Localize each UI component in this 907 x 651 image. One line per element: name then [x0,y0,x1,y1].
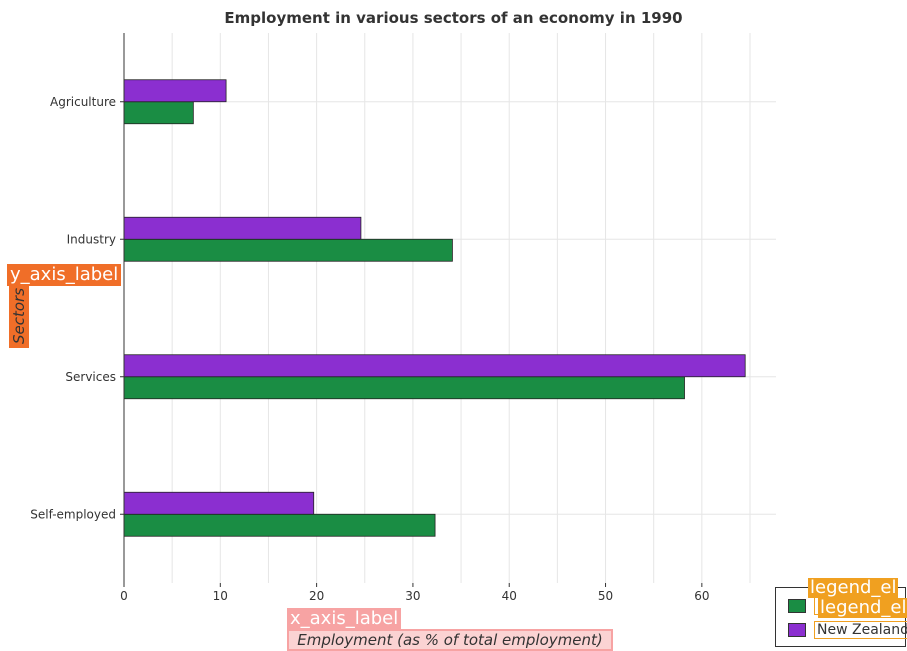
bar-services-series-1 [123,376,685,400]
x-tick-label: 50 [598,589,613,603]
bar-self-employed-series-2 [123,491,315,515]
axes [120,33,703,587]
bar-agriculture-series-1 [123,101,194,125]
y-axis-title: Sectors [10,287,28,345]
chart-title: Employment in various sectors of an econ… [224,9,683,27]
x-tick-label: 30 [405,589,420,603]
axis-labels: 0 10 20 30 40 50 60 Agriculture Industry Services… [30,95,709,603]
legend-swatch-series-1 [788,599,806,613]
y-tick-label: Self-employed [30,507,116,521]
y-tick-label: Industry [67,232,116,246]
y-axis-tag: y_axis_label [7,264,122,286]
y-tick-label: Services [65,370,116,384]
y-tick-label: Agriculture [50,95,116,109]
x-tick-label: 10 [213,589,228,603]
bar-agriculture-series-2 [123,79,227,103]
x-tick-label: 40 [502,589,517,603]
y-axis-title-box: Sectors [9,284,29,348]
legend-tag-2: legend_el [818,597,907,618]
legend-label-series-2: New Zealand [814,621,907,639]
legend-swatch-series-2 [788,623,806,637]
grid-lines [123,33,776,583]
bar-industry-series-1 [123,238,453,262]
x-tick-label: 20 [309,589,324,603]
bar-industry-series-2 [123,216,362,240]
bars [123,79,746,537]
x-tick-label: 0 [120,589,128,603]
legend-tag-1: legend_el [808,577,899,598]
bar-services-series-2 [123,354,746,378]
x-tick-label: 60 [694,589,709,603]
x-axis-title: Employment (as % of total employment) [287,629,613,651]
bar-self-employed-series-1 [123,513,436,537]
x-axis-tag: x_axis_label [287,608,402,630]
